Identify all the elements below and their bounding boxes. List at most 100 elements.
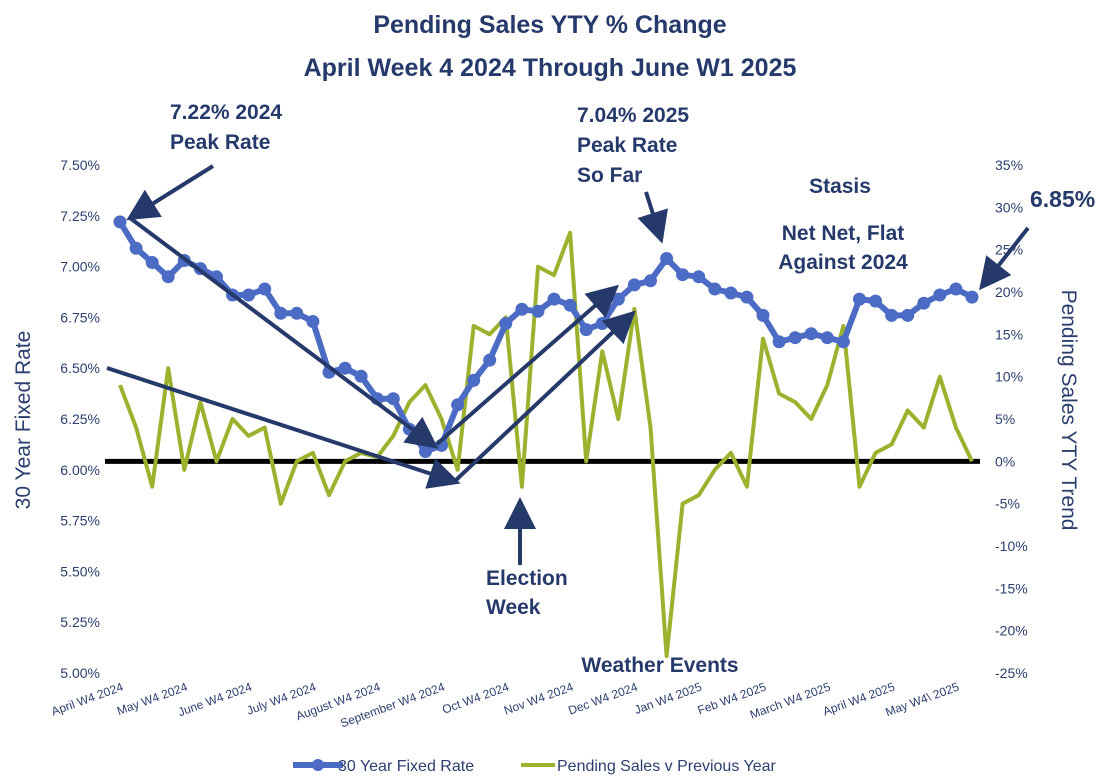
rate-point (451, 398, 465, 412)
rate-point (820, 331, 834, 345)
legend-label-sales: Pending Sales v Previous Year (557, 758, 776, 775)
rate-point (901, 308, 915, 322)
rate-point (547, 292, 561, 306)
x-tick-label: April W4 2024 (49, 680, 125, 719)
rate-point (274, 306, 288, 320)
rate-point (290, 306, 304, 320)
right-tick-label: 5% (995, 411, 1015, 427)
svg-text:Election: Election (486, 567, 568, 590)
right-tick-label: -5% (995, 496, 1020, 512)
rate-point (595, 317, 609, 330)
rate-point (772, 335, 786, 349)
rate-point (965, 290, 979, 304)
rate-point (708, 282, 722, 296)
arrow-rate-rise (435, 284, 620, 446)
left-tick-label: 7.25% (60, 208, 100, 224)
right-tick-label: 30% (995, 199, 1023, 215)
rate-point (949, 282, 963, 296)
rate-point (788, 331, 802, 345)
right-tick-label: -25% (995, 665, 1028, 681)
rate-point (933, 288, 947, 302)
left-tick-label: 7.50% (60, 157, 100, 173)
rate-point (338, 361, 352, 375)
arrow-peak-2025 (637, 191, 668, 244)
rate-point (885, 308, 899, 322)
rate-point (467, 373, 481, 387)
right-tick-label: -10% (995, 538, 1028, 554)
right-tick-label: 15% (995, 326, 1023, 342)
right-tick-label: 20% (995, 284, 1023, 300)
x-tick-label: Nov W4 2024 (502, 680, 575, 718)
rate-point (145, 256, 159, 269)
legend-item-sales: Pending Sales v Previous Year (521, 758, 776, 775)
svg-text:Week: Week (486, 596, 541, 619)
rate-point (869, 294, 882, 308)
left-tick-label: 6.50% (60, 360, 100, 376)
rate-point (579, 323, 593, 337)
svg-text:Against 2024: Against 2024 (778, 251, 908, 274)
left-axis-ticks: 5.00% 5.25% 5.50% 5.75% 6.00% 6.25% 6.50% 6.75%… (60, 157, 100, 681)
rate-point (644, 274, 657, 288)
right-tick-label: 10% (995, 369, 1023, 385)
svg-text:Peak Rate: Peak Rate (577, 134, 677, 157)
x-tick-label: Jan W4 2025 (633, 680, 705, 717)
left-tick-label: 5.25% (60, 614, 100, 630)
legend: 30 Year Fixed Rate Pending Sales v Previ… (293, 758, 776, 775)
rate-point (563, 298, 577, 312)
rate-point (611, 292, 625, 306)
svg-text:7.22% 2024: 7.22% 2024 (170, 101, 282, 124)
right-tick-label: 0% (995, 453, 1015, 469)
rate-point (740, 290, 754, 304)
legend-label-rate: 30 Year Fixed Rate (338, 758, 474, 775)
left-tick-label: 6.00% (60, 462, 100, 478)
rate-point (627, 278, 641, 292)
right-axis-title: Pending Sales YTY Trend (1057, 290, 1080, 531)
left-tick-label: 5.75% (60, 513, 100, 529)
arrow-sales-rise (454, 310, 636, 482)
rate-point (483, 353, 497, 367)
left-tick-label: 7.00% (60, 259, 100, 275)
annotation-arrows (106, 164, 1030, 565)
rate-point (724, 286, 738, 300)
x-tick-label: Dec W4 2024 (566, 680, 639, 718)
rate-point (418, 445, 432, 458)
pending-sales-line (118, 230, 974, 659)
left-tick-label: 5.00% (60, 665, 100, 681)
annotation-net-net: Net Net, Flat Against 2024 (778, 222, 908, 274)
annotation-election-week: Election Week (486, 567, 568, 619)
svg-text:7.04% 2025: 7.04% 2025 (577, 104, 689, 127)
rate-series (113, 215, 979, 458)
rate-point (499, 317, 513, 330)
chart-title: Pending Sales YTY % Change (373, 11, 726, 39)
rate-point (853, 292, 866, 306)
rate-point (242, 288, 256, 302)
annotation-weather-events: Weather Events (581, 654, 738, 677)
rate-point (836, 335, 850, 349)
right-tick-label: -20% (995, 623, 1028, 639)
rate-point (531, 304, 545, 318)
rate-point (386, 392, 400, 406)
rate-point (129, 241, 143, 255)
rate-point (917, 296, 931, 310)
left-tick-label: 6.75% (60, 309, 100, 325)
legend-item-rate: 30 Year Fixed Rate (293, 758, 474, 775)
rate-point (515, 302, 529, 316)
rate-point (692, 270, 706, 284)
rate-point (756, 308, 770, 322)
annotation-peak-2024: 7.22% 2024 Peak Rate (170, 101, 282, 154)
left-axis-title: 30 Year Fixed Rate (12, 331, 35, 510)
chart-subtitle: April Week 4 2024 Through June W1 2025 (304, 54, 797, 82)
x-tick-label: Oct W4 2024 (440, 680, 511, 717)
rate-point (676, 268, 690, 282)
x-tick-label: May W4\ 2025 (883, 680, 961, 720)
rate-point (161, 270, 175, 284)
arrow-peak-2024 (126, 164, 215, 221)
rate-point (258, 282, 272, 296)
left-tick-label: 5.50% (60, 563, 100, 579)
svg-text:Peak Rate: Peak Rate (170, 131, 270, 154)
annotation-stasis: Stasis (809, 175, 871, 198)
rate-point (660, 252, 674, 265)
arrow-rate-drop (128, 216, 439, 449)
rate-point (804, 327, 818, 341)
right-tick-label: -15% (995, 580, 1028, 596)
